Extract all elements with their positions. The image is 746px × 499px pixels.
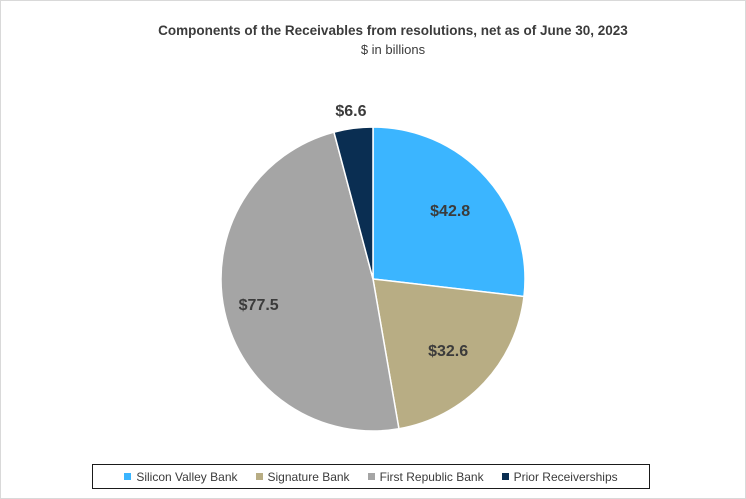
data-label-prior-receiverships: $6.6 [335, 103, 366, 120]
legend-swatch [501, 473, 509, 480]
legend-label: Silicon Valley Bank [136, 469, 238, 484]
pie-slice-signature-bank [372, 278, 525, 430]
legend-label: First Republic Bank [379, 469, 484, 484]
legend-swatch [255, 473, 263, 480]
data-label-signature-bank: $32.6 [428, 343, 468, 360]
legend-swatch [367, 473, 375, 480]
legend-item-silicon-valley-bank: Silicon Valley Bank [124, 469, 238, 484]
pie-slice-first-republic-bank [220, 131, 400, 432]
chart-legend: Silicon Valley Bank Signature Bank First R… [92, 464, 650, 489]
data-label-silicon-valley-bank: $42.8 [430, 203, 470, 220]
legend-item-first-republic-bank: First Republic Bank [367, 469, 484, 484]
legend-label: Signature Bank [267, 469, 350, 484]
legend-label: Prior Receiverships [513, 469, 618, 484]
legend-item-prior-receiverships: Prior Receiverships [501, 469, 618, 484]
legend-swatch [124, 473, 132, 480]
legend-item-signature-bank: Signature Bank [255, 469, 350, 484]
pie-slice-prior-receiverships [333, 126, 374, 280]
chart-subtitle: $ in billions [360, 42, 426, 57]
chart-title: Components of the Receivables from resol… [158, 23, 628, 38]
data-label-first-republic-bank: $77.5 [239, 297, 279, 314]
pie-slice-silicon-valley-bank [372, 126, 526, 298]
